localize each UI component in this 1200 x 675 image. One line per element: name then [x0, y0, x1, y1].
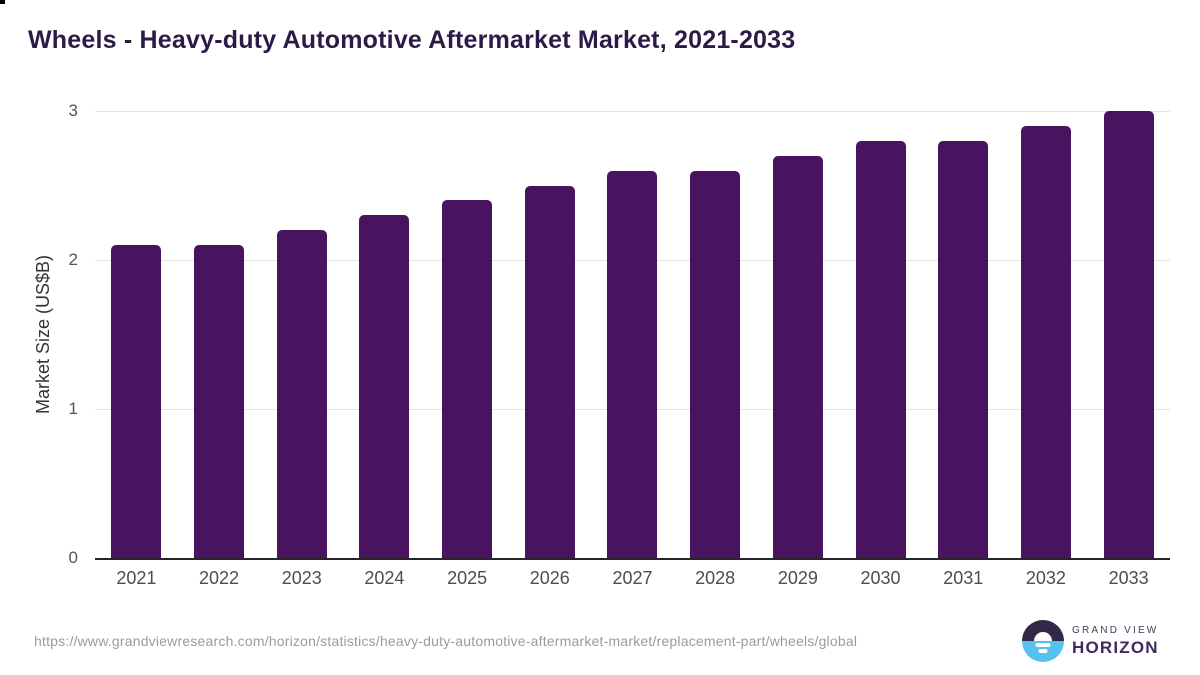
logo-top-half	[1022, 620, 1064, 641]
logo-horizon-label: HORIZON	[1072, 637, 1159, 657]
x-axis-tick-label: 2022	[199, 568, 240, 588]
gridline	[95, 111, 1170, 112]
bar-slot	[508, 111, 591, 558]
x-axis-tick-label: 2028	[695, 568, 736, 588]
bar-2033	[1103, 111, 1154, 558]
logo-text: GRAND VIEW HORIZON	[1072, 625, 1159, 658]
x-axis-tick-label: 2029	[777, 568, 818, 588]
y-axis-tick-label: 0	[68, 548, 78, 567]
y-axis-tick-label: 3	[68, 101, 78, 120]
x-axis-labels: 2021 2022 2023 2024 2025 2026 2027 2028 2029 2030…	[95, 568, 1170, 589]
y-axis-tick-label: 2	[68, 249, 78, 269]
bar-2022	[194, 245, 245, 558]
x-axis-tick-label: 2030	[860, 568, 901, 588]
bar-slot	[343, 111, 426, 558]
bar-2021	[111, 245, 162, 558]
bar-2029	[772, 155, 823, 558]
bar-2023	[276, 230, 327, 558]
grand-view-horizon-logo: GRAND VIEW HORIZON	[1022, 620, 1159, 662]
bar-2024	[359, 215, 410, 558]
chart-title: Wheels - Heavy-duty Automotive Aftermark…	[28, 26, 796, 54]
horizon-sunrise-icon	[1022, 620, 1064, 662]
bar-slot	[95, 111, 178, 558]
logo-grand-view-label: GRAND VIEW	[1072, 624, 1159, 636]
x-axis-tick-label: 2033	[1108, 568, 1149, 588]
bar-slot	[1087, 111, 1170, 558]
x-axis-tick-label: 2023	[281, 568, 322, 588]
bar-2026	[524, 185, 575, 558]
x-axis-tick-label: 2025	[447, 568, 488, 588]
bar-2028	[690, 170, 741, 558]
x-axis-tick-label: 2026	[529, 568, 570, 588]
bars-row	[95, 111, 1170, 558]
x-axis-tick-label: 2024	[364, 568, 405, 588]
y-axis-labels: 0 1 2 3	[0, 101, 84, 567]
x-axis-tick-label: 2032	[1025, 568, 1066, 588]
bar-2031	[938, 140, 989, 558]
bar-slot	[839, 111, 922, 558]
source-url: https://www.grandviewresearch.com/horizo…	[34, 633, 858, 649]
bar-2030	[855, 140, 906, 558]
corner-artifact	[0, 0, 5, 4]
logo-sun-ray-2	[1038, 649, 1048, 653]
x-axis-tick-label: 2021	[116, 568, 157, 588]
bar-slot	[1005, 111, 1088, 558]
bar-slot	[178, 111, 261, 558]
bar-2025	[442, 200, 493, 558]
x-axis-tick-label: 2031	[943, 568, 984, 588]
bar-2032	[1020, 125, 1071, 558]
bar-slot	[426, 111, 509, 558]
bar-slot	[591, 111, 674, 558]
logo-sun-ray-1	[1035, 643, 1051, 647]
bar-slot	[922, 111, 1005, 558]
x-axis-tick-label: 2027	[612, 568, 653, 588]
bar-slot	[757, 111, 840, 558]
bar-2027	[607, 170, 658, 558]
bar-slot	[260, 111, 343, 558]
bar-slot	[674, 111, 757, 558]
logo-sun-dome	[1034, 632, 1052, 641]
plot-area	[95, 111, 1170, 560]
y-axis-tick-label: 1	[68, 398, 78, 418]
